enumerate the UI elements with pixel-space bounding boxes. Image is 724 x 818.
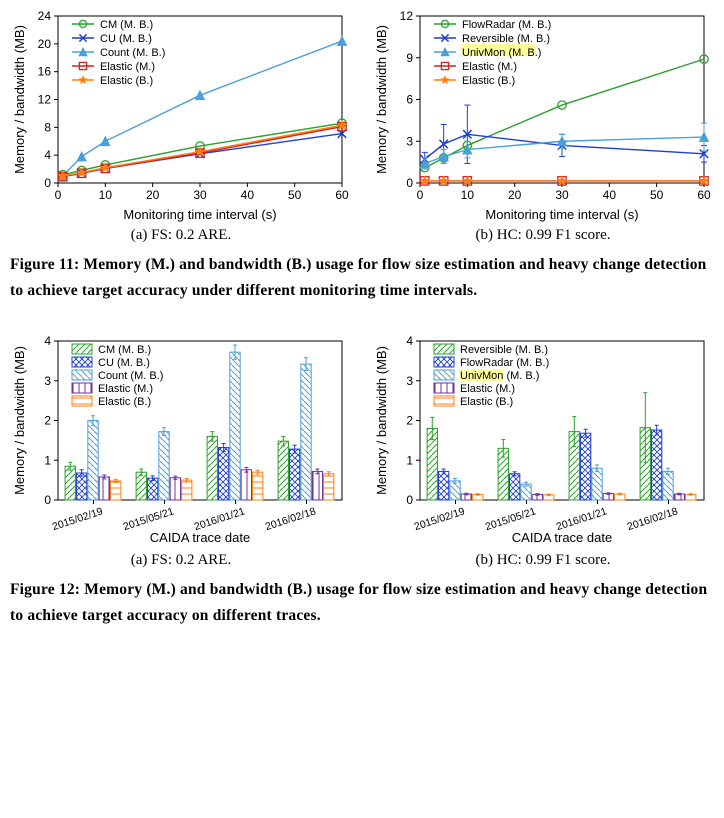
- svg-text:0: 0: [406, 176, 413, 190]
- svg-text:2015/05/21: 2015/05/21: [122, 505, 176, 533]
- svg-text:9: 9: [406, 51, 413, 65]
- figure-11-panel-a: 0 10 20 30 40 50 60 0 4 8 12 16 20 24 Monitoring time …: [10, 10, 352, 244]
- figure-12-panel-a: 0 1 2 3 4 2015/02/19 2015/05/21 2016/01/21 2016/…: [10, 335, 352, 569]
- svg-text:CM (M. B.): CM (M. B.): [98, 344, 151, 356]
- svg-text:Elastic (M.): Elastic (M.): [462, 61, 517, 73]
- svg-text:2015/02/19: 2015/02/19: [413, 505, 467, 533]
- figure-11-text: Memory (M.) and bandwidth (B.) usage for…: [10, 256, 706, 299]
- figure-12-caption: Figure 12: Memory (M.) and bandwidth (B.…: [10, 577, 714, 630]
- svg-text:FlowRadar (M. B.): FlowRadar (M. B.): [462, 19, 551, 31]
- chart-12a: 0 1 2 3 4 2015/02/19 2015/05/21 2016/01/21 2016/…: [10, 335, 352, 550]
- svg-text:4: 4: [44, 148, 51, 162]
- svg-text:Memory / bandwidth (MB): Memory / bandwidth (MB): [374, 346, 389, 495]
- figure-12: 0 1 2 3 4 2015/02/19 2015/05/21 2016/01/21 2016/…: [10, 335, 714, 630]
- chart-11a: 0 10 20 30 40 50 60 0 4 8 12 16 20 24 Monitoring time …: [10, 10, 352, 225]
- svg-text:2016/02/18: 2016/02/18: [264, 505, 318, 533]
- svg-text:40: 40: [603, 188, 617, 202]
- svg-text:0: 0: [44, 176, 51, 190]
- svg-text:0: 0: [417, 188, 424, 202]
- svg-text:2016/01/21: 2016/01/21: [193, 505, 247, 533]
- svg-text:20: 20: [146, 188, 160, 202]
- svg-text:20: 20: [38, 37, 52, 51]
- svg-text:16: 16: [38, 65, 52, 79]
- svg-text:2: 2: [44, 413, 51, 427]
- svg-text:40: 40: [241, 188, 255, 202]
- svg-text:0: 0: [44, 493, 51, 507]
- svg-text:Memory / bandwidth (MB): Memory / bandwidth (MB): [374, 25, 389, 174]
- svg-text:Elastic (M.): Elastic (M.): [100, 61, 155, 73]
- figure-11-panels: 010203040506004812162024Monitoring time …: [10, 10, 714, 244]
- svg-text:CAIDA trace date: CAIDA trace date: [150, 530, 250, 545]
- chart-12b: 0 1 2 3 4 2015/02/19 2015/05/21 2016/01/21 2016/…: [372, 335, 714, 550]
- svg-text:3: 3: [406, 373, 413, 387]
- svg-text:20: 20: [508, 188, 522, 202]
- svg-text:4: 4: [406, 335, 413, 348]
- figure-12-panel-b: 0 1 2 3 4 2015/02/19 2015/05/21 2016/01/21 2016/…: [372, 335, 714, 569]
- svg-text:8: 8: [44, 120, 51, 134]
- svg-text:2: 2: [406, 413, 413, 427]
- svg-text:30: 30: [193, 188, 207, 202]
- svg-text:Monitoring time interval (s): Monitoring time interval (s): [123, 207, 276, 222]
- svg-text:Elastic (M.): Elastic (M.): [460, 383, 515, 395]
- svg-text:60: 60: [697, 188, 711, 202]
- svg-text:Elastic (B.): Elastic (B.): [462, 75, 515, 87]
- figure-11b-subcaption: (b) HC: 0.99 F1 score.: [372, 227, 714, 244]
- figure-12-panels: 0 1 2 3 4 2015/02/19 2015/05/21 2016/01/21 2016/…: [10, 335, 714, 569]
- svg-text:Elastic (B.): Elastic (B.): [100, 75, 153, 87]
- svg-text:2015/05/21: 2015/05/21: [484, 505, 538, 533]
- svg-text:0: 0: [55, 188, 62, 202]
- svg-text:10: 10: [461, 188, 475, 202]
- figure-12-text: Memory (M.) and bandwidth (B.) usage for…: [10, 581, 707, 624]
- svg-text:3: 3: [406, 134, 413, 148]
- figure-11-caption: Figure 11: Memory (M.) and bandwidth (B.…: [10, 252, 714, 305]
- figure-11a-subcaption: (a) FS: 0.2 ARE.: [10, 227, 352, 244]
- svg-text:CM (M. B.): CM (M. B.): [100, 19, 153, 31]
- svg-text:30: 30: [555, 188, 569, 202]
- svg-text:6: 6: [406, 93, 413, 107]
- svg-text:Reversible (M. B.): Reversible (M. B.): [462, 33, 550, 45]
- svg-text:UnivMon (M. B.): UnivMon (M. B.): [462, 47, 541, 59]
- svg-text:60: 60: [335, 188, 349, 202]
- svg-text:1: 1: [406, 453, 413, 467]
- figure-11-panel-b: 0 10 20 30 40 50 60 0 3 6 9 12 Monitoring time inter…: [372, 10, 714, 244]
- chart-11b: 0 10 20 30 40 50 60 0 3 6 9 12 Monitoring time inter…: [372, 10, 714, 225]
- svg-text:50: 50: [288, 188, 302, 202]
- svg-text:1: 1: [44, 453, 51, 467]
- svg-text:Count (M. B.): Count (M. B.): [100, 47, 165, 59]
- figure-11: 010203040506004812162024Monitoring time …: [10, 10, 714, 305]
- figure-12a-subcaption: (a) FS: 0.2 ARE.: [10, 552, 352, 569]
- svg-text:CU (M. B.): CU (M. B.): [98, 357, 150, 369]
- svg-text:10: 10: [99, 188, 113, 202]
- figure-12-number: Figure 12:: [10, 581, 80, 598]
- svg-text:50: 50: [650, 188, 664, 202]
- svg-text:CAIDA trace date: CAIDA trace date: [512, 530, 612, 545]
- figure-12b-subcaption: (b) HC: 0.99 F1 score.: [372, 552, 714, 569]
- svg-text:2016/01/21: 2016/01/21: [555, 505, 609, 533]
- svg-text:12: 12: [400, 10, 414, 23]
- svg-text:Memory / bandwidth (MB): Memory / bandwidth (MB): [12, 25, 27, 174]
- svg-text:UnivMon (M. B.): UnivMon (M. B.): [460, 370, 539, 382]
- svg-text:4: 4: [44, 335, 51, 348]
- figure-11-number: Figure 11:: [10, 256, 79, 273]
- svg-text:3: 3: [44, 373, 51, 387]
- svg-text:Elastic (B.): Elastic (B.): [460, 396, 513, 408]
- svg-text:Elastic (B.): Elastic (B.): [98, 396, 151, 408]
- svg-text:Memory / bandwidth (MB): Memory / bandwidth (MB): [12, 346, 27, 495]
- svg-text:Count (M. B.): Count (M. B.): [98, 370, 163, 382]
- svg-text:FlowRadar (M. B.): FlowRadar (M. B.): [460, 357, 549, 369]
- svg-text:Reversible (M. B.): Reversible (M. B.): [460, 344, 548, 356]
- svg-text:24: 24: [38, 10, 52, 23]
- svg-text:Monitoring time interval (s): Monitoring time interval (s): [485, 207, 638, 222]
- svg-text:2016/02/18: 2016/02/18: [626, 505, 680, 533]
- svg-text:CU (M. B.): CU (M. B.): [100, 33, 152, 45]
- svg-text:0: 0: [406, 493, 413, 507]
- svg-text:12: 12: [38, 93, 52, 107]
- svg-text:2015/02/19: 2015/02/19: [51, 505, 105, 533]
- svg-text:Elastic (M.): Elastic (M.): [98, 383, 153, 395]
